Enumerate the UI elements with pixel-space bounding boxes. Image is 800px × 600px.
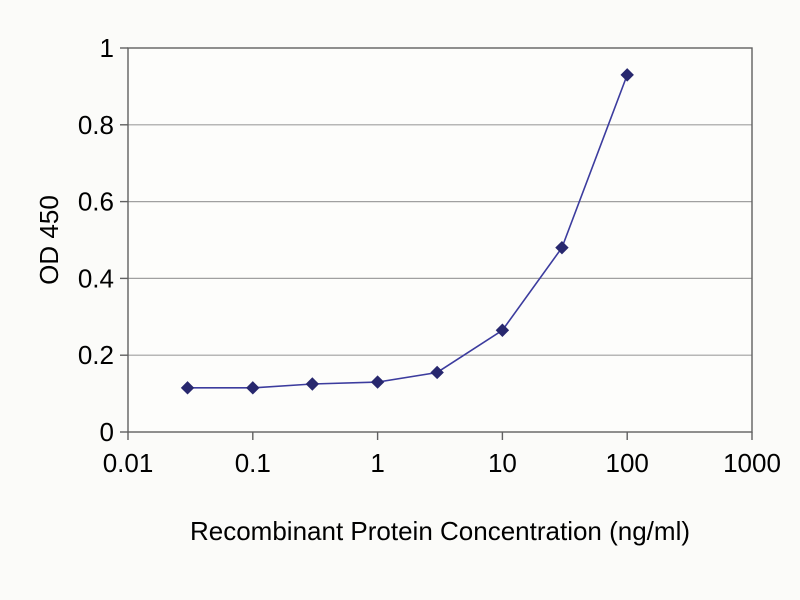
x-tick-label: 1000 — [723, 448, 781, 478]
x-tick-label: 1 — [370, 448, 384, 478]
y-axis-title: OD 450 — [34, 195, 64, 285]
series-line — [187, 74, 628, 389]
data-point-marker — [495, 323, 510, 337]
y-tick-label: 0 — [100, 417, 114, 447]
x-tick-label: 100 — [606, 448, 649, 478]
data-point-marker — [555, 240, 569, 255]
plot-area — [128, 48, 752, 432]
y-tick-label: 0.6 — [78, 187, 114, 217]
data-point-marker — [620, 68, 634, 82]
data-point-marker — [246, 381, 260, 395]
data-point-marker — [430, 365, 444, 380]
y-tick-label: 0.4 — [78, 263, 114, 293]
x-tick-label: 0.01 — [103, 448, 154, 478]
y-tick-label: 0.8 — [78, 110, 114, 140]
x-tick-label: 0.1 — [235, 448, 271, 478]
data-point-marker — [305, 377, 320, 391]
x-tick-label: 10 — [488, 448, 517, 478]
data-point-marker — [180, 381, 195, 395]
y-tick-label: 0.2 — [78, 340, 114, 370]
x-axis-title: Recombinant Protein Concentration (ng/ml… — [190, 516, 690, 546]
data-point-marker — [370, 375, 385, 389]
plot-border — [127, 47, 753, 433]
y-tick-label: 1 — [100, 33, 114, 63]
